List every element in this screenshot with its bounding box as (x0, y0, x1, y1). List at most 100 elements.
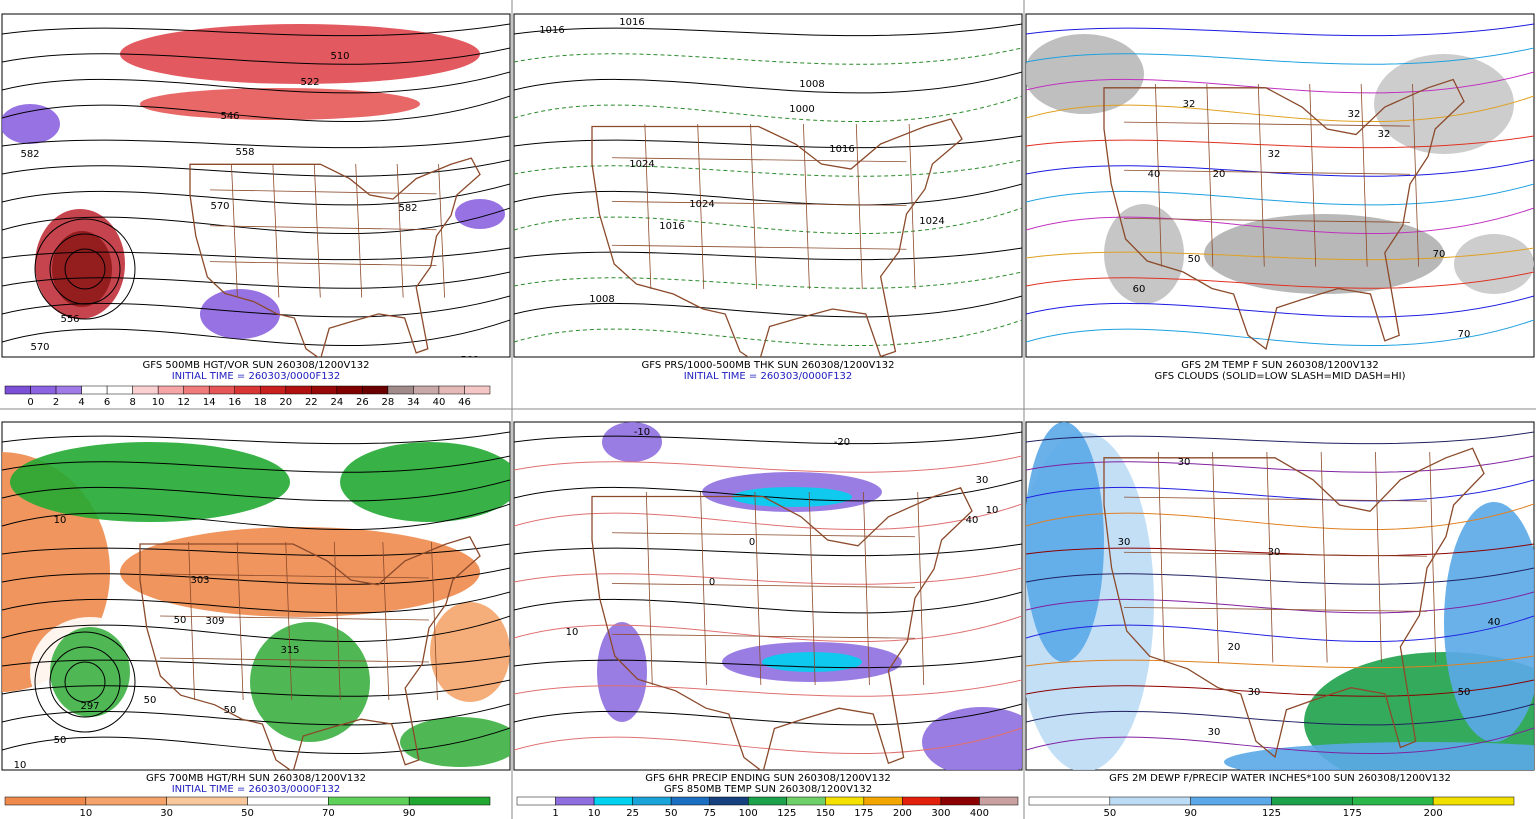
contour (1026, 47, 1534, 65)
state-line (333, 541, 341, 701)
contour-label: 309 (205, 616, 224, 627)
colorbar-label: 28 (382, 397, 395, 408)
colorbar-label: 26 (356, 397, 369, 408)
caption: GFS 2M TEMP F SUN 260308/1200V132 (1181, 360, 1378, 371)
colorbar-label: 175 (1343, 808, 1362, 819)
state-line (209, 225, 437, 231)
state-line (611, 157, 907, 163)
contour (2, 47, 510, 65)
colorbar-swatch (1109, 796, 1191, 806)
shaded-field (430, 602, 510, 702)
state-line (750, 123, 757, 290)
contour-label: 556 (60, 314, 79, 325)
country-outline (1103, 447, 1485, 759)
colorbar-swatch (786, 796, 826, 806)
state-line (1257, 83, 1265, 267)
contour-label: 10 (566, 627, 579, 638)
colorbar-swatch (166, 796, 248, 806)
state-line (188, 541, 195, 701)
colorbar-swatch (408, 796, 491, 806)
contour-label: 570 (30, 342, 49, 353)
map-panel: 30 30 30 20 30 30 50 40 GFS 2M DEWP F/PRECIP WAT… (1025, 421, 1535, 819)
contour (514, 543, 1022, 557)
contour (514, 207, 1022, 235)
contour-label: 303 (190, 575, 209, 586)
colorbar-swatch (902, 796, 942, 806)
contour-label: 20 (1213, 169, 1226, 180)
shaded-field (1454, 234, 1534, 294)
contour (514, 95, 1022, 123)
contour-label: 40 (1148, 169, 1161, 180)
map-panel: 1016 1016 1008 1016 1024 1024 1024 1008 1016 1000… (513, 13, 1023, 382)
contour (2, 591, 510, 614)
caption: GFS 6HR PRECIP ENDING SUN 260308/1200V13… (645, 773, 890, 784)
contour (2, 207, 510, 235)
contour (514, 655, 1022, 669)
caption: INITIAL TIME = 260303/0000F132 (172, 784, 341, 795)
contour (514, 295, 1022, 318)
colorbar-swatch (85, 796, 167, 806)
contour (514, 271, 1022, 289)
colorbar-label: 16 (228, 397, 241, 408)
contour (514, 47, 1022, 65)
caption: GFS 500MB HGT/VOR SUN 260308/1200V132 (143, 360, 370, 371)
colorbar-label: 50 (665, 808, 678, 819)
map-panel: 32 32 40 32 50 60 70 70 20 32 GFS 2M TEMP F SUN 26… (1025, 13, 1535, 382)
colorbar-swatch (632, 796, 672, 806)
colorbar-swatch (30, 385, 57, 395)
contour (1026, 319, 1534, 347)
contour (514, 431, 1022, 445)
shaded-field (120, 527, 480, 617)
contour (2, 543, 510, 557)
colorbar-label: 200 (893, 808, 912, 819)
caption: GFS 850MB TEMP SUN 260308/1200V132 (664, 784, 872, 795)
contour-label: 1016 (539, 25, 564, 36)
colorbar-swatch (4, 796, 87, 806)
colorbar-label: 14 (203, 397, 216, 408)
contour-label: 315 (280, 645, 299, 656)
colorbar-label: 300 (931, 808, 950, 819)
contour-label: 1024 (629, 159, 654, 170)
contour-label: 20 (1228, 642, 1241, 653)
contour-label: -10 (634, 427, 650, 438)
state-line (611, 583, 916, 588)
contour-label: 70 (1458, 329, 1471, 340)
contour (514, 183, 1022, 206)
contour (49, 233, 121, 305)
contour-label: 570 (210, 201, 229, 212)
map-panel: -10 -20 0 0 10 10 40 30 GFS 6HR PRECIP ENDING SU… (513, 421, 1023, 819)
contour (1026, 591, 1534, 614)
contour (64, 661, 106, 703)
state-line (644, 123, 652, 290)
map-content: -10 -20 0 0 10 10 40 30 (514, 422, 1022, 770)
state-line (1212, 451, 1219, 663)
contour-label: 1016 (619, 17, 644, 28)
colorbar-label: 0 (27, 397, 33, 408)
contour-label: 582 (398, 203, 417, 214)
contour (2, 23, 510, 37)
colorbar-swatch (555, 796, 595, 806)
contour-label: 32 (1378, 129, 1391, 140)
contour (514, 703, 1022, 726)
contour-label: 546 (220, 111, 239, 122)
colorbar-label: 10 (152, 397, 165, 408)
state-line (1375, 451, 1382, 663)
country-outline (591, 487, 973, 770)
colorbar-swatch (825, 796, 865, 806)
contour (2, 95, 510, 123)
colorbar-swatch (311, 385, 338, 395)
contour-label: 70 (1433, 249, 1446, 260)
map-content: 1016 1016 1008 1016 1024 1024 1024 1008 1016 1000 (514, 17, 1022, 357)
contour-label: 60 (1133, 284, 1146, 295)
contour (1026, 615, 1534, 643)
contour-label: 582 (460, 355, 479, 366)
colorbar-swatch (285, 385, 312, 395)
state-line (1320, 451, 1328, 663)
colorbar-label: 4 (78, 397, 84, 408)
colorbar-label: 125 (1262, 808, 1281, 819)
contour (1026, 295, 1534, 318)
colorbar-label: 46 (458, 397, 471, 408)
map-content: 32 32 40 32 50 60 70 70 20 32 (1026, 23, 1534, 351)
colorbar-label: 400 (970, 808, 989, 819)
colorbar-swatch (863, 796, 903, 806)
